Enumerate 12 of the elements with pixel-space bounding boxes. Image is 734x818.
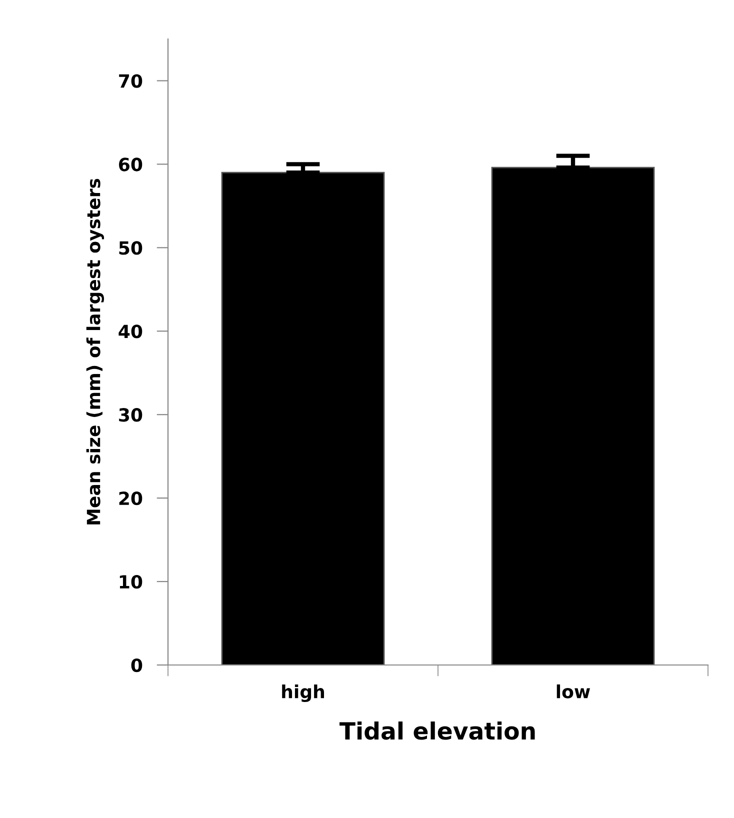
x-tick-label: low [556,684,590,698]
y-tick-label: 10 [120,574,142,589]
y-tick-label: 70 [119,74,142,88]
y-tick-label: 40 [118,324,142,338]
y-tick-label: 20 [119,492,142,506]
x-axis-title: Tidal elevation [340,722,535,740]
y-tick-label: 0 [131,658,142,672]
y-tick-label: 50 [119,241,142,255]
x-tick-label: high [282,684,324,702]
y-axis-title: Mean size (mm) of largest oysters [86,178,104,524]
y-tick-label: 60 [118,158,142,172]
y-tick-label: 30 [119,408,142,422]
